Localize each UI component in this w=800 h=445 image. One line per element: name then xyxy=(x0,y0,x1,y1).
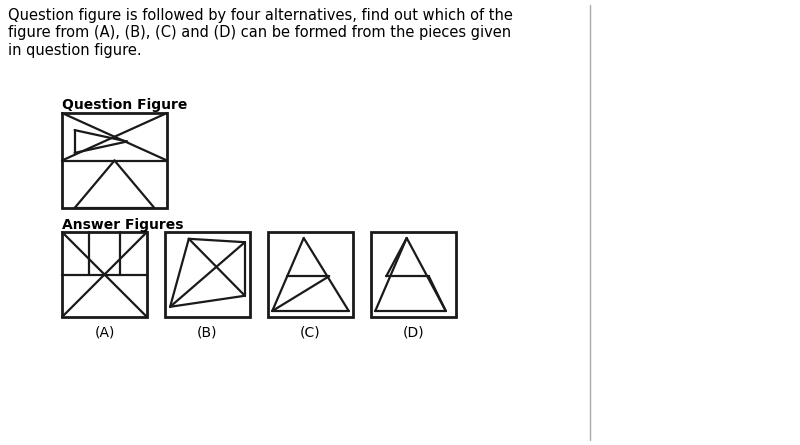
Text: Question Figure: Question Figure xyxy=(62,98,187,112)
Text: (B): (B) xyxy=(198,325,218,339)
Text: (D): (D) xyxy=(402,325,424,339)
Text: Question figure is followed by four alternatives, find out which of the
figure f: Question figure is followed by four alte… xyxy=(8,8,513,58)
Bar xyxy=(268,232,353,317)
Text: (C): (C) xyxy=(300,325,321,339)
Bar xyxy=(62,113,167,208)
Bar xyxy=(165,232,250,317)
Bar xyxy=(371,232,456,317)
Text: (A): (A) xyxy=(94,325,114,339)
Bar xyxy=(62,232,147,317)
Text: Answer Figures: Answer Figures xyxy=(62,218,183,232)
